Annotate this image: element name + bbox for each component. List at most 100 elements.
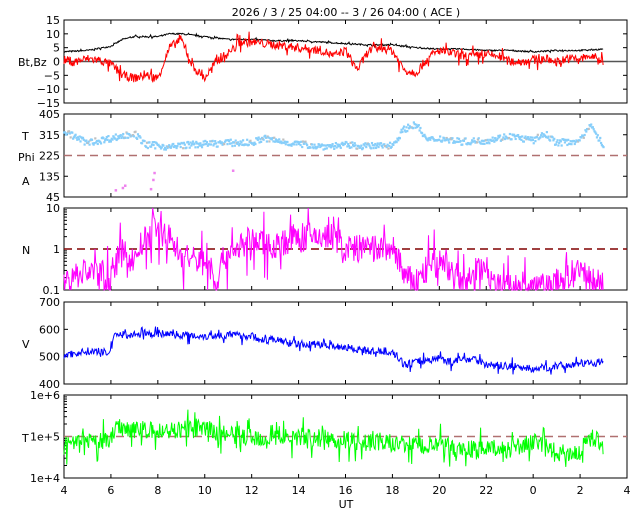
y-tick-label: −15 — [37, 97, 60, 110]
phi-point — [524, 135, 527, 138]
phi-point — [260, 140, 263, 143]
phi-point — [298, 141, 301, 144]
phi-point — [236, 142, 239, 145]
phi-point — [72, 136, 76, 139]
phi-point — [82, 138, 85, 141]
phi-point — [157, 143, 160, 146]
phi-point — [93, 142, 96, 145]
phi-point — [218, 140, 222, 143]
phi-point — [112, 135, 115, 138]
phi-point — [452, 140, 456, 143]
phi-point — [343, 142, 346, 145]
phi-point — [560, 144, 563, 147]
phi-point — [284, 143, 287, 146]
phi-point — [195, 140, 198, 144]
phi-point — [75, 136, 78, 139]
phi-point — [154, 147, 157, 150]
phi-point — [503, 137, 507, 141]
phi-point — [337, 145, 340, 148]
phi-point — [121, 135, 124, 138]
phi-point — [79, 140, 82, 143]
phi-point — [496, 137, 499, 140]
phi-point — [403, 129, 406, 132]
phi-point — [282, 138, 285, 141]
phi-point — [310, 143, 314, 146]
phi-point — [301, 145, 304, 149]
y-axis-label: T — [21, 130, 29, 143]
phi-point — [581, 135, 585, 138]
phi-point — [292, 143, 296, 146]
phi-point — [283, 140, 287, 143]
phi-point — [346, 145, 349, 148]
phi-point — [444, 138, 447, 142]
phi-point — [67, 130, 71, 133]
phi-point — [576, 140, 580, 143]
phi-point — [290, 144, 293, 147]
y-tick-label: 1e+6 — [30, 389, 60, 402]
phi-point — [143, 139, 146, 143]
phi-point — [491, 136, 494, 139]
y-axis-label: T — [21, 432, 29, 445]
phi-point — [234, 139, 237, 142]
phi-point — [573, 142, 576, 146]
phi-point — [306, 144, 309, 147]
phi-point — [247, 143, 250, 146]
phi-point — [204, 139, 207, 143]
phi-point — [469, 143, 472, 146]
phi-point — [352, 144, 356, 148]
phi-point — [76, 136, 80, 139]
phi-point — [555, 141, 558, 144]
y-tick-label: 10 — [46, 28, 60, 41]
y-tick-label: 15 — [46, 14, 60, 27]
phi-point — [510, 138, 513, 141]
phi-point — [348, 146, 351, 149]
phi-point — [72, 137, 75, 140]
phi-point — [392, 143, 395, 147]
phi-point — [111, 138, 114, 141]
phi-point — [238, 143, 241, 146]
phi-point — [518, 137, 521, 141]
phi-point — [237, 144, 241, 147]
x-tick-label: 6 — [107, 484, 114, 497]
phi-point — [565, 139, 568, 142]
phi-point — [109, 140, 112, 143]
phi-point — [545, 131, 548, 134]
phi-point — [570, 143, 573, 146]
phi-point — [231, 144, 234, 148]
phi-point — [492, 139, 495, 142]
y-axis-label: N — [22, 244, 30, 257]
phi-point — [426, 139, 429, 142]
y-tick-label: 0 — [53, 56, 60, 69]
phi-point — [338, 144, 342, 148]
phi-point — [216, 145, 219, 148]
phi-point — [183, 143, 186, 146]
phi-point — [488, 142, 491, 145]
phi-point — [569, 140, 572, 143]
phi-point — [419, 126, 422, 130]
phi-point — [414, 126, 417, 129]
phi-point — [152, 143, 155, 147]
phi-point — [77, 138, 80, 141]
x-tick-label: 0 — [530, 484, 537, 497]
phi-point — [113, 136, 116, 139]
phi-point — [333, 144, 337, 148]
phi-point — [578, 139, 581, 142]
phi-point — [556, 139, 559, 142]
phi-point — [145, 141, 149, 144]
phi-point — [182, 141, 186, 144]
phi-point — [221, 143, 224, 146]
phi-point — [530, 139, 533, 142]
phi-point — [566, 143, 569, 147]
phi-point — [206, 144, 209, 147]
x-tick-label: 2 — [577, 484, 584, 497]
phi-point — [363, 144, 366, 147]
phi-point — [559, 140, 562, 143]
phi-point — [370, 147, 373, 150]
phi-point — [69, 136, 72, 139]
series-n-line — [63, 207, 604, 292]
phi-point — [316, 145, 319, 148]
x-tick-label: 4 — [624, 484, 631, 497]
phi-point — [395, 141, 398, 144]
phi-point — [483, 142, 486, 145]
phi-point — [187, 143, 190, 146]
